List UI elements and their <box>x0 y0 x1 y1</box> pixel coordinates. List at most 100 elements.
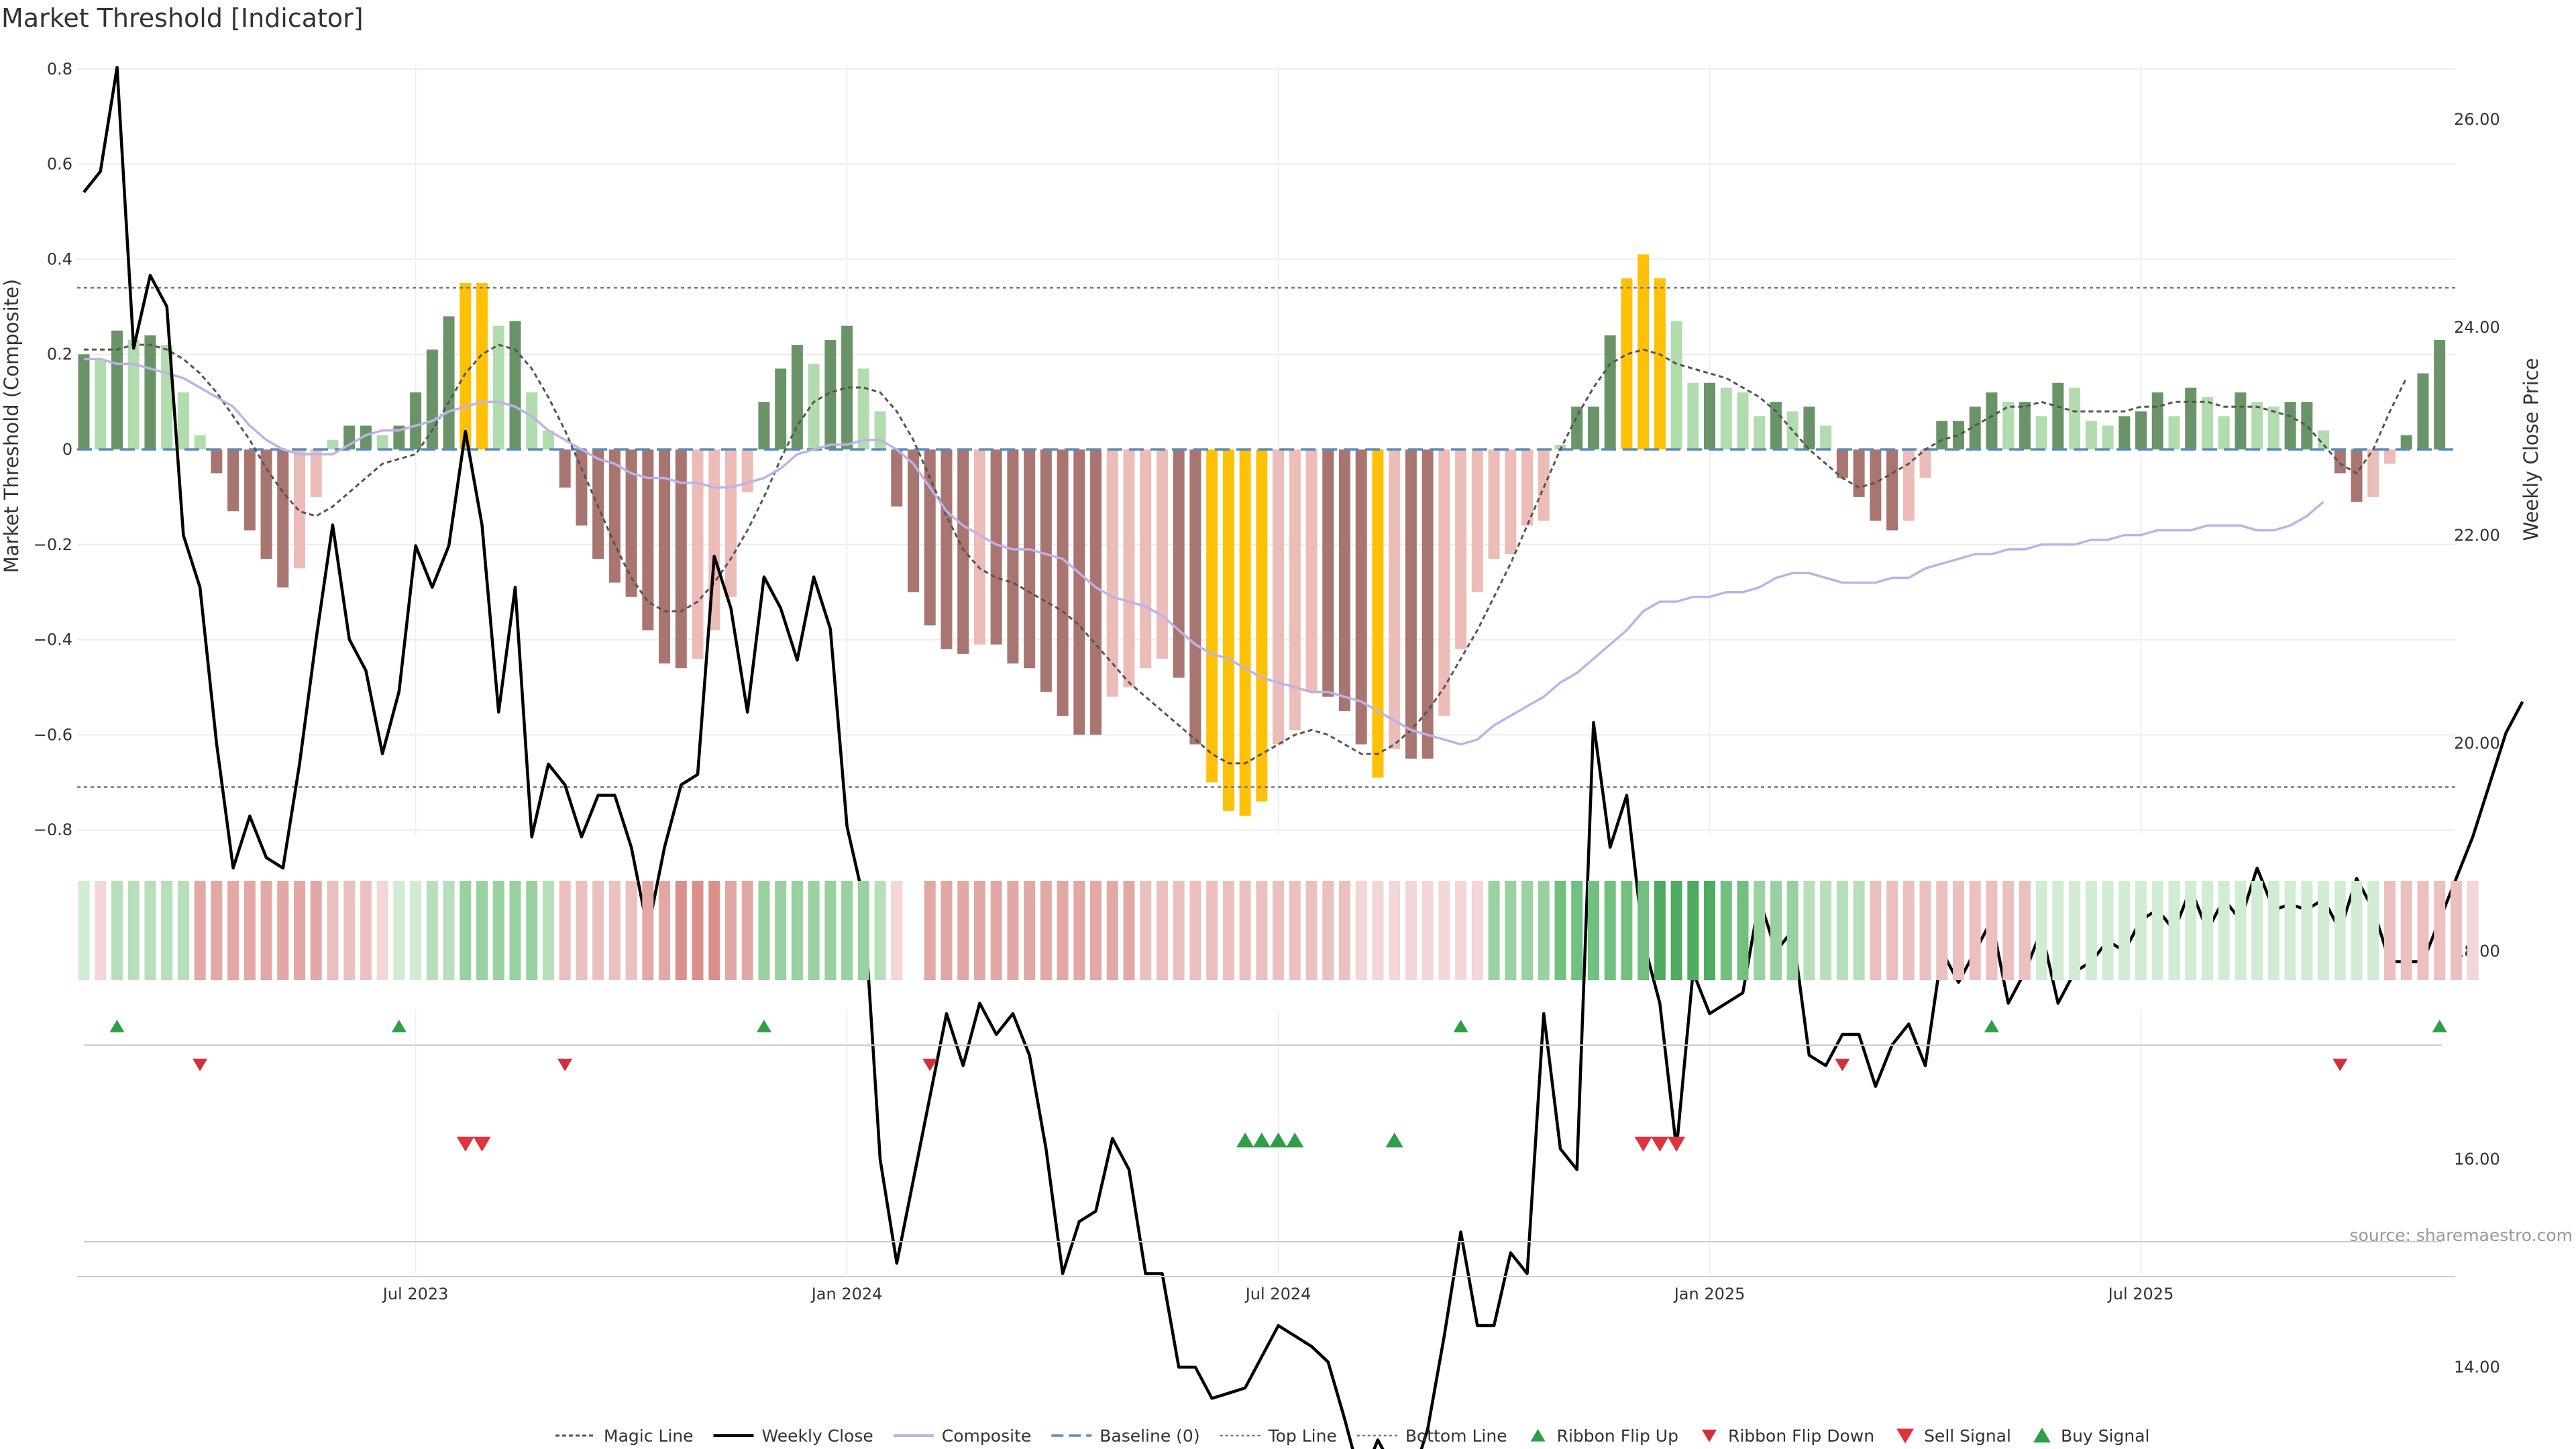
composite-bar <box>1057 449 1069 716</box>
composite-bar <box>460 282 472 449</box>
ribbon-cell <box>2035 881 2047 980</box>
ribbon-cell <box>2400 881 2412 980</box>
composite-bar <box>675 449 687 669</box>
ribbon-cell <box>144 881 156 980</box>
composite-bar <box>1438 449 1450 716</box>
ribbon-cell <box>1670 881 1682 980</box>
composite-bar <box>2267 407 2279 449</box>
composite-bar <box>2052 382 2064 449</box>
ribbon-cell <box>625 881 637 980</box>
composite-bar <box>857 368 869 449</box>
composite-bar <box>2318 430 2330 449</box>
ribbon-cell <box>1189 881 1201 980</box>
right-tick-label: 26.00 <box>2454 110 2500 129</box>
buy-signal-marker <box>1286 1132 1304 1148</box>
composite-bar <box>1704 382 1716 449</box>
ribbon-cell <box>95 881 107 980</box>
ribbon-cell <box>1438 881 1450 980</box>
composite-bar <box>492 325 504 449</box>
ribbon-cell <box>1338 881 1350 980</box>
composite-bar <box>608 449 621 583</box>
composite-bar <box>1853 449 1865 497</box>
buy-signal-marker <box>1269 1132 1287 1148</box>
ribbon-cell <box>559 881 571 980</box>
weekly-close-line <box>83 66 2524 1449</box>
ribbon-cell <box>642 881 654 980</box>
composite-bar <box>1090 449 1102 735</box>
composite-bar <box>2251 402 2263 449</box>
left-tick-label: −0.6 <box>34 725 72 744</box>
composite-bar <box>1455 449 1467 649</box>
ribbon-cell <box>476 881 488 980</box>
ribbon-cell <box>1305 881 1318 980</box>
ribbon-cell <box>1389 881 1401 980</box>
ribbon-cell <box>2351 881 2363 980</box>
ribbon-cell <box>2052 881 2064 980</box>
composite-bar <box>2002 402 2015 449</box>
ribbon-cell <box>1902 881 1915 980</box>
buy-signal-marker <box>1236 1132 1254 1148</box>
composite-bar <box>957 449 969 654</box>
ribbon-cell <box>808 881 820 980</box>
ribbon-cell <box>1455 881 1467 980</box>
left-tick-label: −0.4 <box>34 631 72 649</box>
composite-bar <box>775 368 787 449</box>
composite-bar <box>1621 278 1633 449</box>
composite-bar <box>1273 449 1285 745</box>
composite-bar <box>2367 449 2379 497</box>
ribbon-cell <box>2267 881 2279 980</box>
composite-bar <box>1040 449 1052 692</box>
ribbon-cell <box>310 881 322 980</box>
ribbon-cell <box>1256 881 1268 980</box>
ribbon-cell <box>509 881 521 980</box>
composite-bar <box>2383 449 2396 464</box>
ribbon-cell <box>1106 881 1118 980</box>
ribbon-flip-panel <box>84 1020 2447 1071</box>
left-tick-label: −0.2 <box>34 535 72 554</box>
sell-signal-marker <box>1668 1136 1686 1152</box>
ribbon-cell <box>675 881 687 980</box>
ribbon-cell <box>211 881 223 980</box>
ribbon-flip-up-marker <box>391 1020 407 1032</box>
ribbon-cell <box>443 881 455 980</box>
ribbon-cell <box>1538 881 1550 980</box>
signal-panel <box>84 1132 2442 1242</box>
composite-bar <box>1322 449 1334 697</box>
right-tick-label: 14.00 <box>2454 1358 2500 1377</box>
ribbon-cell <box>426 881 438 980</box>
ribbon-cell <box>2002 881 2015 980</box>
ribbon-cell <box>78 881 90 980</box>
ribbon-cell <box>1421 881 1434 980</box>
left-tick-label: 0.4 <box>47 250 72 268</box>
ribbon-cell <box>758 881 770 980</box>
ribbon-cell <box>1587 881 1599 980</box>
ribbon-cell <box>692 881 704 980</box>
magic-line <box>84 343 2408 765</box>
ribbon-cell <box>1836 881 1848 980</box>
ribbon-cell <box>2019 881 2031 980</box>
ribbon-cell <box>1322 881 1334 980</box>
ribbon-cell <box>1720 881 1732 980</box>
legend-item: Bottom Line <box>1356 1426 1507 1446</box>
composite-bar <box>2185 387 2197 449</box>
ribbon-cell <box>2168 881 2180 980</box>
composite-bar <box>1389 449 1401 749</box>
composite-bar <box>227 449 239 512</box>
ribbon-cell <box>1073 881 1085 980</box>
ribbon-cell <box>127 881 140 980</box>
ribbon-flip-down-marker <box>1835 1059 1850 1071</box>
ribbon-cell <box>393 881 405 980</box>
legend-label: Ribbon Flip Up <box>1557 1426 1678 1446</box>
composite-bar <box>1836 449 1848 478</box>
composite-bar <box>2118 416 2131 449</box>
legend-swatch <box>1530 1429 1546 1442</box>
composite-bar <box>841 325 853 449</box>
ribbon-strip <box>78 881 2479 980</box>
ribbon-cell <box>1289 881 1301 980</box>
legend-swatch <box>1701 1430 1717 1442</box>
ribbon-cell <box>2434 881 2446 980</box>
ribbon-cell <box>841 881 853 980</box>
composite-bar <box>194 435 206 449</box>
composite-bar <box>260 449 272 559</box>
